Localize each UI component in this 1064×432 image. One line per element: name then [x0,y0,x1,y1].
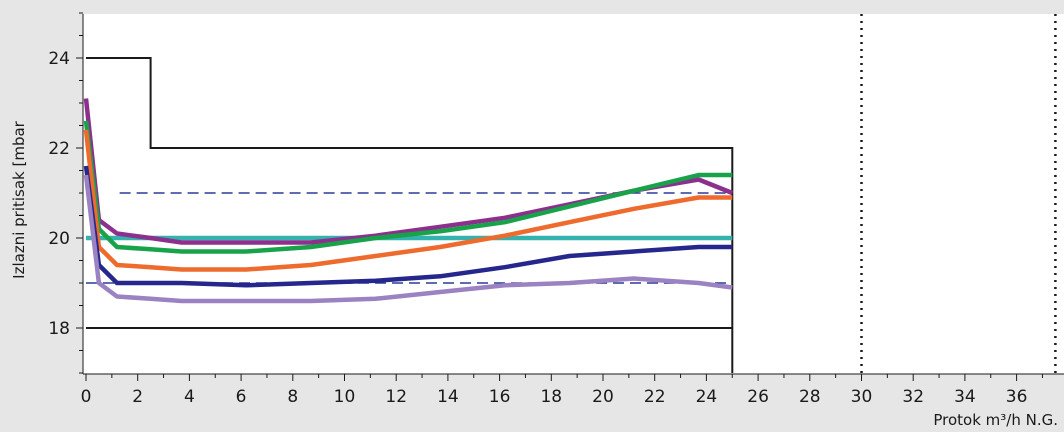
x-tick-label-34: 34 [954,387,976,407]
series-line-6 [83,174,733,304]
x-tick-label-10: 10 [334,387,356,407]
x-tick-label-4: 4 [184,387,195,407]
y-tick-label-18: 18 [48,319,70,339]
x-tick-label-6: 6 [236,387,247,407]
x-tick-label-30: 30 [851,387,873,407]
y-tick-label-22: 22 [48,139,70,159]
x-axis-ticks: 0 2 4 6 8 10 12 14 16 18 20 22 24 26 28 30 32 34 36 [81,374,1043,407]
x-axis-title: Protok m³/h N.G. [933,411,1058,429]
y-tick-label-20: 20 [48,229,70,249]
series-line-5 [83,165,733,288]
x-tick-label-0: 0 [81,387,92,407]
y-axis-title: Izlazni pritisak [mbar [10,120,28,279]
x-tick-label-32: 32 [902,387,924,407]
x-tick-label-24: 24 [696,387,718,407]
series-line-3 [83,120,733,254]
y-axis-title-wrapper [4,190,14,200]
plot-background [83,14,1064,374]
data-series [83,98,734,304]
x-tick-label-36: 36 [1006,387,1028,407]
series-line-4 [83,129,733,272]
x-tick-label-22: 22 [644,387,666,407]
x-tick-label-16: 16 [489,387,511,407]
x-tick-label-20: 20 [592,387,614,407]
axes [82,14,1064,375]
x-tick-label-18: 18 [540,387,562,407]
x-tick-label-26: 26 [747,387,769,407]
y-tick-label-24: 24 [48,49,70,69]
y-axis-ticks: 18 20 22 24 [48,12,83,374]
x-tick-label-14: 14 [437,387,459,407]
x-tick-label-2: 2 [132,387,143,407]
limit-line-solid-1 [86,57,734,373]
x-tick-label-28: 28 [799,387,821,407]
x-tick-label-12: 12 [385,387,407,407]
x-tick-label-8: 8 [287,387,298,407]
